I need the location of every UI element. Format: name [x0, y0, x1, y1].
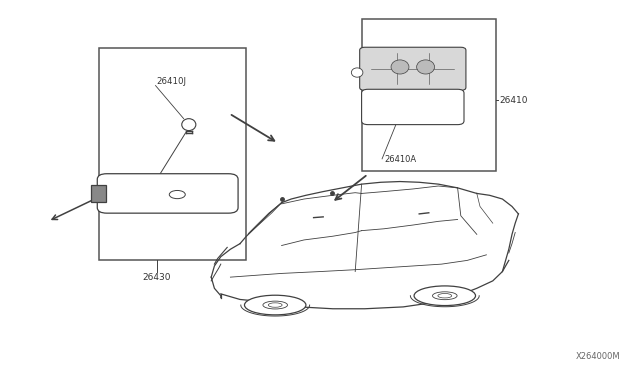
FancyBboxPatch shape: [362, 89, 464, 125]
FancyBboxPatch shape: [97, 174, 238, 213]
Ellipse shape: [414, 286, 476, 305]
Text: 26410J: 26410J: [157, 77, 187, 86]
Bar: [99, 48, 246, 260]
Bar: [362, 19, 496, 171]
Ellipse shape: [351, 68, 363, 77]
Text: 26410A: 26410A: [384, 155, 416, 164]
FancyBboxPatch shape: [360, 47, 466, 90]
Ellipse shape: [391, 60, 409, 74]
Ellipse shape: [263, 301, 287, 309]
Text: 26430: 26430: [143, 273, 171, 282]
Text: FRONT: FRONT: [98, 186, 129, 195]
Ellipse shape: [268, 303, 282, 307]
FancyBboxPatch shape: [91, 185, 106, 202]
Ellipse shape: [438, 294, 452, 298]
Ellipse shape: [417, 60, 435, 74]
Text: 26410: 26410: [499, 96, 528, 105]
Text: X264000M: X264000M: [576, 352, 621, 361]
Ellipse shape: [244, 295, 306, 315]
Ellipse shape: [170, 190, 186, 199]
Ellipse shape: [433, 292, 457, 300]
Ellipse shape: [182, 119, 196, 131]
